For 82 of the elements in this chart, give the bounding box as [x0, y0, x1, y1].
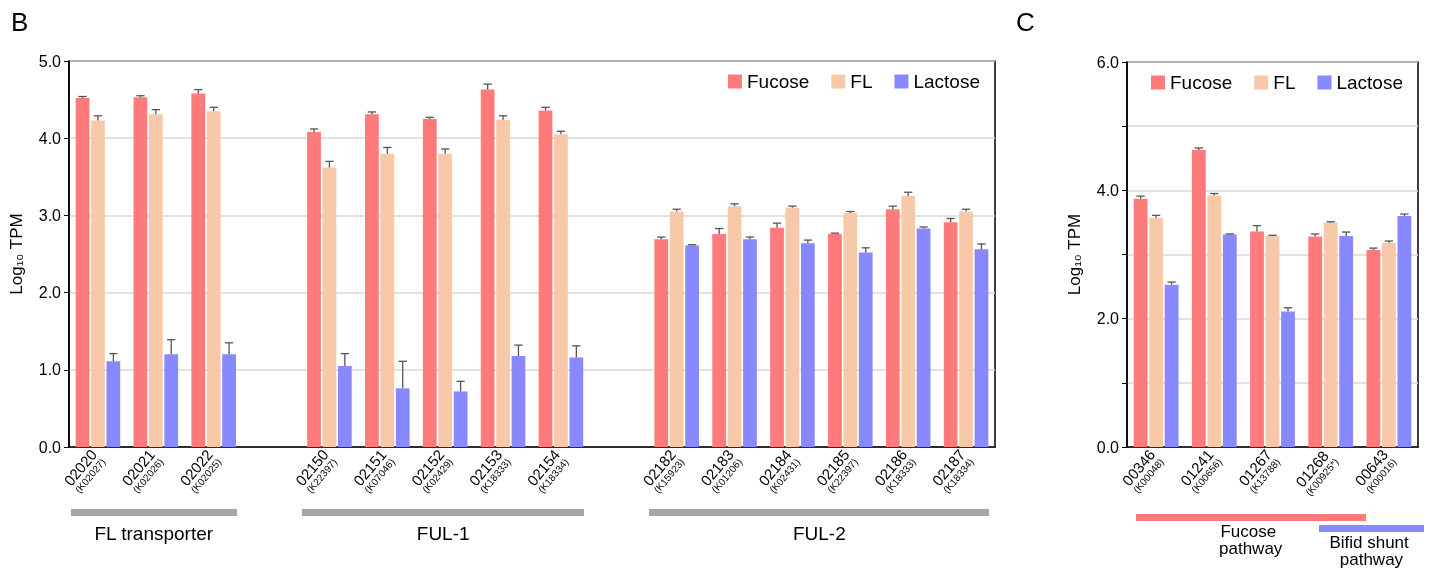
- bar: [222, 354, 236, 447]
- bar: [75, 98, 90, 447]
- bar: [1281, 311, 1295, 447]
- bar: [858, 252, 873, 447]
- bar: [496, 119, 510, 447]
- bar: [785, 207, 800, 447]
- legend-label: Lactose: [913, 71, 980, 92]
- bar: [1250, 231, 1264, 447]
- bar: [480, 89, 495, 447]
- y-tick-label: 6.0: [1096, 53, 1120, 71]
- bar: [1265, 235, 1280, 447]
- bar: [916, 228, 931, 447]
- bar: [337, 365, 352, 447]
- bar: [669, 211, 684, 447]
- bar: [727, 206, 742, 447]
- bar: [511, 355, 526, 447]
- y-tick-label: 0.0: [38, 438, 62, 456]
- bar: [885, 209, 900, 447]
- bar: [974, 249, 989, 447]
- bar: [91, 120, 105, 447]
- bar: [380, 153, 395, 447]
- bar: [538, 110, 553, 447]
- bar: [307, 132, 321, 447]
- bar: [554, 134, 568, 447]
- y-tick-label: 5.0: [38, 52, 62, 70]
- legend-label: FL: [850, 71, 873, 92]
- bar: [1366, 250, 1381, 447]
- bar: [1222, 234, 1237, 447]
- bar: [1339, 235, 1354, 447]
- legend-label: Lactose: [1336, 72, 1403, 93]
- bar: [322, 167, 337, 447]
- bar: [106, 361, 121, 447]
- legend-label: Fucose: [746, 71, 810, 92]
- bar: [191, 93, 206, 447]
- bar: [1323, 222, 1338, 447]
- bar: [743, 239, 757, 447]
- bar: [148, 114, 163, 447]
- bar: [959, 211, 973, 447]
- bar: [654, 239, 669, 447]
- y-axis-title: Log₁₀ TPM: [7, 213, 26, 295]
- bar: [843, 213, 858, 447]
- legend-label: FL: [1273, 72, 1296, 93]
- bar: [712, 233, 727, 447]
- bar: [453, 391, 468, 447]
- bar: [1308, 236, 1323, 447]
- bar: [800, 243, 815, 447]
- text: Bifid shunt pathway: [1329, 533, 1414, 568]
- bar: [1207, 195, 1222, 447]
- bar: [422, 118, 437, 447]
- bar: [365, 114, 379, 447]
- y-tick-label: 4.0: [38, 129, 62, 147]
- bar: [1191, 149, 1206, 447]
- y-tick-label: 2.0: [1096, 310, 1120, 328]
- y-axis-title: Log₁₀ TPM: [1065, 213, 1084, 296]
- y-tick-label: 0.0: [1096, 438, 1120, 456]
- text: FUL-2: [792, 523, 846, 544]
- bar: [685, 245, 699, 447]
- y-tick-label: 3.0: [38, 206, 62, 224]
- bar: [1133, 198, 1148, 447]
- bar: [1397, 216, 1412, 447]
- chart-title: B: [11, 7, 29, 37]
- y-tick-label: 1.0: [38, 361, 62, 379]
- text: FUL-1: [416, 523, 470, 544]
- y-tick-label: 2.0: [38, 284, 62, 302]
- bar: [206, 111, 221, 447]
- bar: [901, 196, 916, 447]
- bar: [438, 153, 453, 447]
- bar: [133, 97, 148, 447]
- text: Fucose pathway: [1219, 522, 1283, 558]
- bar: [395, 388, 410, 447]
- bar: [1164, 284, 1179, 447]
- bar: [828, 233, 842, 447]
- y-tick-label: 4.0: [1096, 181, 1120, 199]
- bar: [943, 222, 958, 447]
- bar: [1149, 217, 1164, 447]
- text: FL transporter: [94, 523, 214, 544]
- legend-label: Fucose: [1169, 72, 1233, 93]
- bar: [569, 357, 584, 447]
- bar: [164, 354, 179, 447]
- chart-title: C: [1016, 7, 1035, 37]
- bar: [1381, 242, 1396, 447]
- bar: [770, 227, 784, 447]
